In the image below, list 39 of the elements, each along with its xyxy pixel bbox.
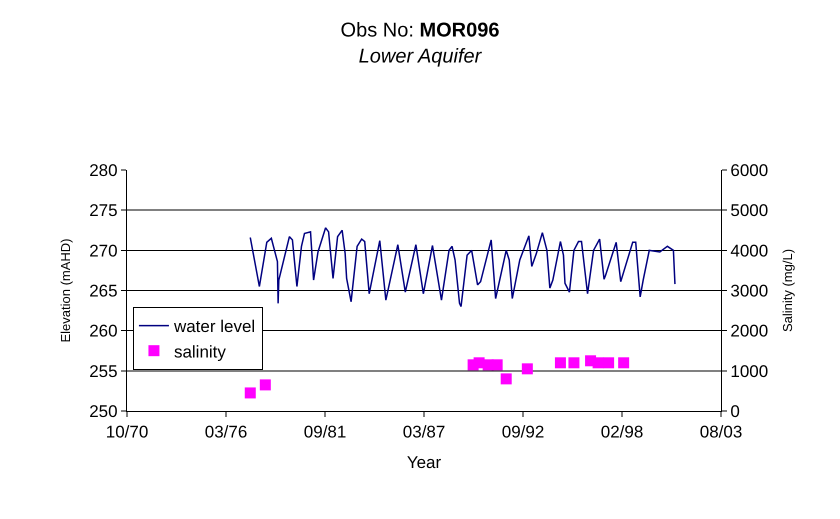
y-tick-label: 250	[89, 402, 118, 421]
x-tick-label: 03/87	[402, 422, 446, 442]
y-tick-label: 270	[89, 241, 118, 260]
legend-label: salinity	[174, 342, 226, 362]
x-tick-label: 10/70	[106, 422, 148, 442]
line-series	[250, 227, 676, 308]
y2-tick-label: 3000	[730, 281, 768, 300]
x-axis-title: Year	[406, 452, 442, 472]
chart-title: Obs No: MOR096	[340, 19, 500, 42]
point	[492, 359, 503, 370]
y-tick-label: 280	[89, 160, 118, 180]
y2-tick-label: 0	[730, 402, 740, 421]
point	[592, 357, 604, 368]
point	[244, 387, 256, 398]
point	[603, 357, 614, 368]
point	[522, 363, 533, 374]
y2-tick-label: 5000	[730, 201, 768, 220]
y2-tick-label: 6000	[730, 160, 768, 180]
x-tick-label: 09/92	[502, 422, 544, 442]
y-tick-label: 275	[89, 201, 118, 220]
y-tick-label: 255	[89, 362, 118, 381]
chart-subtitle: Lower Aquifer	[358, 45, 483, 68]
y-tick-label: 265	[89, 281, 118, 300]
point	[618, 357, 630, 368]
y-tick-label: 260	[89, 322, 118, 341]
x-tick-label: 03/76	[204, 422, 248, 442]
y2-axis-title: Salinity (mg/L)	[780, 248, 795, 332]
point	[500, 373, 512, 384]
y2-tick-label: 4000	[730, 241, 768, 260]
x-tick-label: 02/98	[600, 422, 644, 442]
point	[554, 357, 566, 368]
point	[568, 357, 580, 368]
y2-tick-label: 1000	[730, 362, 768, 381]
y-axis-title: Elevation (mAHD)	[58, 238, 74, 343]
point	[260, 379, 271, 390]
legend-label: water level	[172, 317, 256, 336]
x-tick-label: 09/81	[304, 422, 346, 442]
y2-tick-label: 2000	[730, 322, 768, 341]
x-tick-label: 08/03	[700, 422, 742, 442]
